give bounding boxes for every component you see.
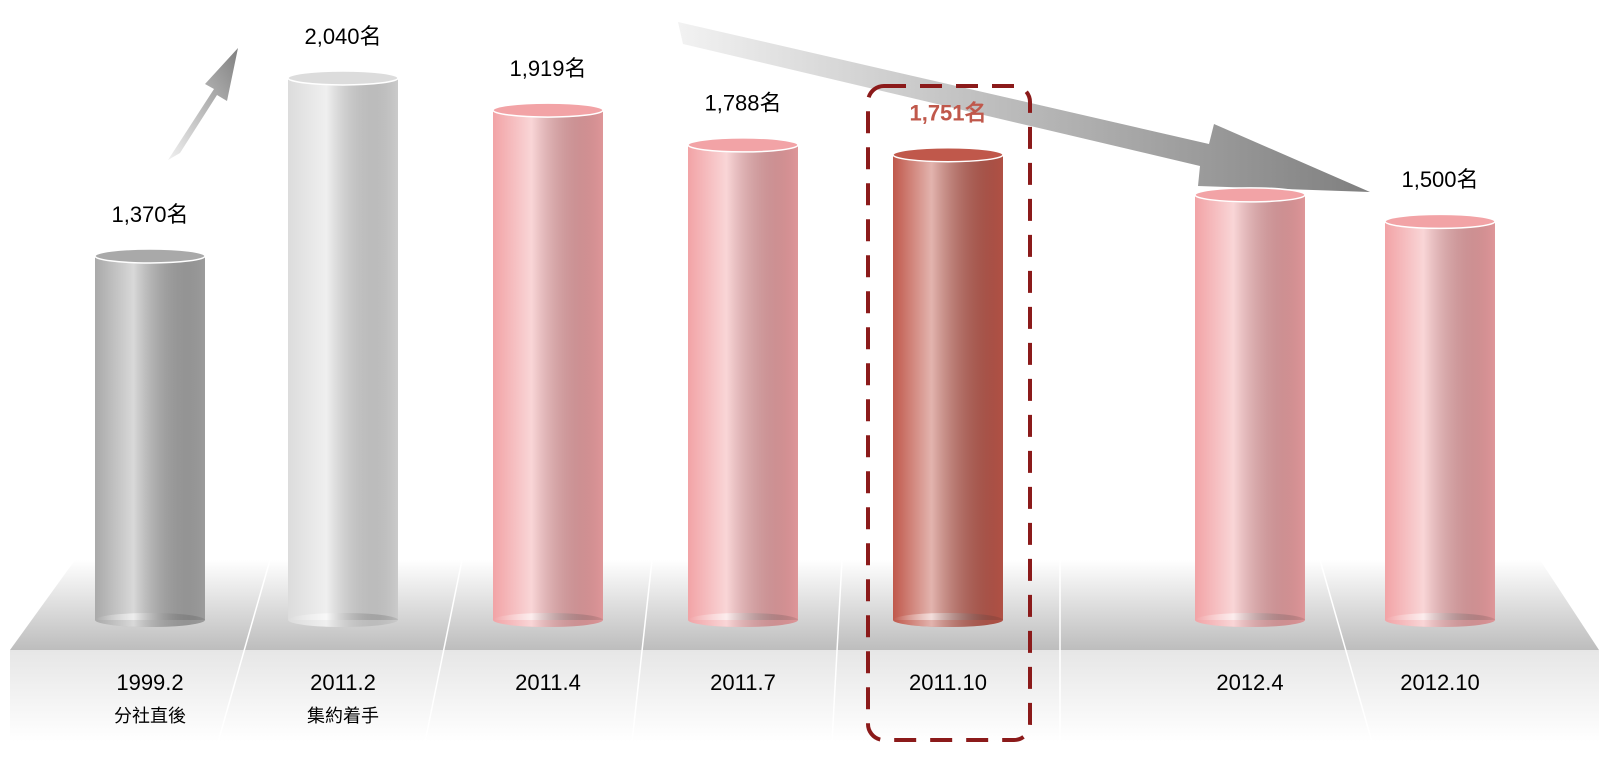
cylinder-top xyxy=(492,102,604,118)
cylinder xyxy=(94,248,206,627)
cylinder-base-shade xyxy=(688,613,798,627)
cylinder xyxy=(687,137,799,627)
cylinder-shine xyxy=(1385,221,1495,620)
cylinder-top xyxy=(1384,213,1496,230)
cylinder-base-shade xyxy=(493,613,603,627)
value-label: 1,788名 xyxy=(704,91,781,116)
cylinder-base-shade xyxy=(1385,613,1495,627)
cylinder-shine xyxy=(493,110,603,620)
x-tick-label: 2011.2 xyxy=(310,670,376,695)
cylinder-shine xyxy=(95,255,205,620)
floor-dividers xyxy=(217,559,1373,743)
value-label: 1,751名 xyxy=(909,101,986,126)
cylinder-base-shade xyxy=(95,613,205,627)
x-tick-note: 集約着手 xyxy=(307,706,379,726)
cylinder-top xyxy=(1194,187,1306,203)
x-tick-label: 2012.10 xyxy=(1400,670,1480,695)
cylinder-shine xyxy=(688,144,798,620)
label-band xyxy=(10,650,1599,742)
cylinder-top xyxy=(94,248,206,264)
cylinder xyxy=(892,146,1004,627)
cylinder-shine xyxy=(1195,194,1305,620)
decline-arrow xyxy=(678,22,1370,192)
x-tick-label: 2011.4 xyxy=(515,670,581,695)
cylinder-base-shade xyxy=(288,613,398,627)
value-label: 2,040名 xyxy=(304,24,381,49)
x-tick-note: 分社直後 xyxy=(114,706,186,726)
cylinder-shine xyxy=(288,77,398,620)
cylinder xyxy=(1384,213,1496,627)
cylinder-top xyxy=(287,70,399,86)
cylinder-top xyxy=(892,146,1004,163)
rise-arrow xyxy=(168,48,238,160)
cylinder xyxy=(492,102,604,627)
x-tick-label: 2011.10 xyxy=(909,670,987,695)
value-label: 1,370名 xyxy=(111,202,188,227)
x-tick-label: 1999.2 xyxy=(116,670,183,695)
value-label: 1,919名 xyxy=(509,56,586,81)
x-tick-label: 2011.7 xyxy=(710,670,776,695)
cylinder xyxy=(1194,187,1306,627)
cylinder-base-shade xyxy=(893,613,1003,627)
highlight-box xyxy=(866,84,1032,742)
cylinder-base-shade xyxy=(1195,613,1305,627)
value-label: 1,500名 xyxy=(1401,167,1478,192)
cylinder-shine xyxy=(893,154,1003,620)
cylinder-top xyxy=(687,137,799,153)
cylinder xyxy=(287,70,399,627)
x-tick-label: 2012.4 xyxy=(1216,670,1283,695)
